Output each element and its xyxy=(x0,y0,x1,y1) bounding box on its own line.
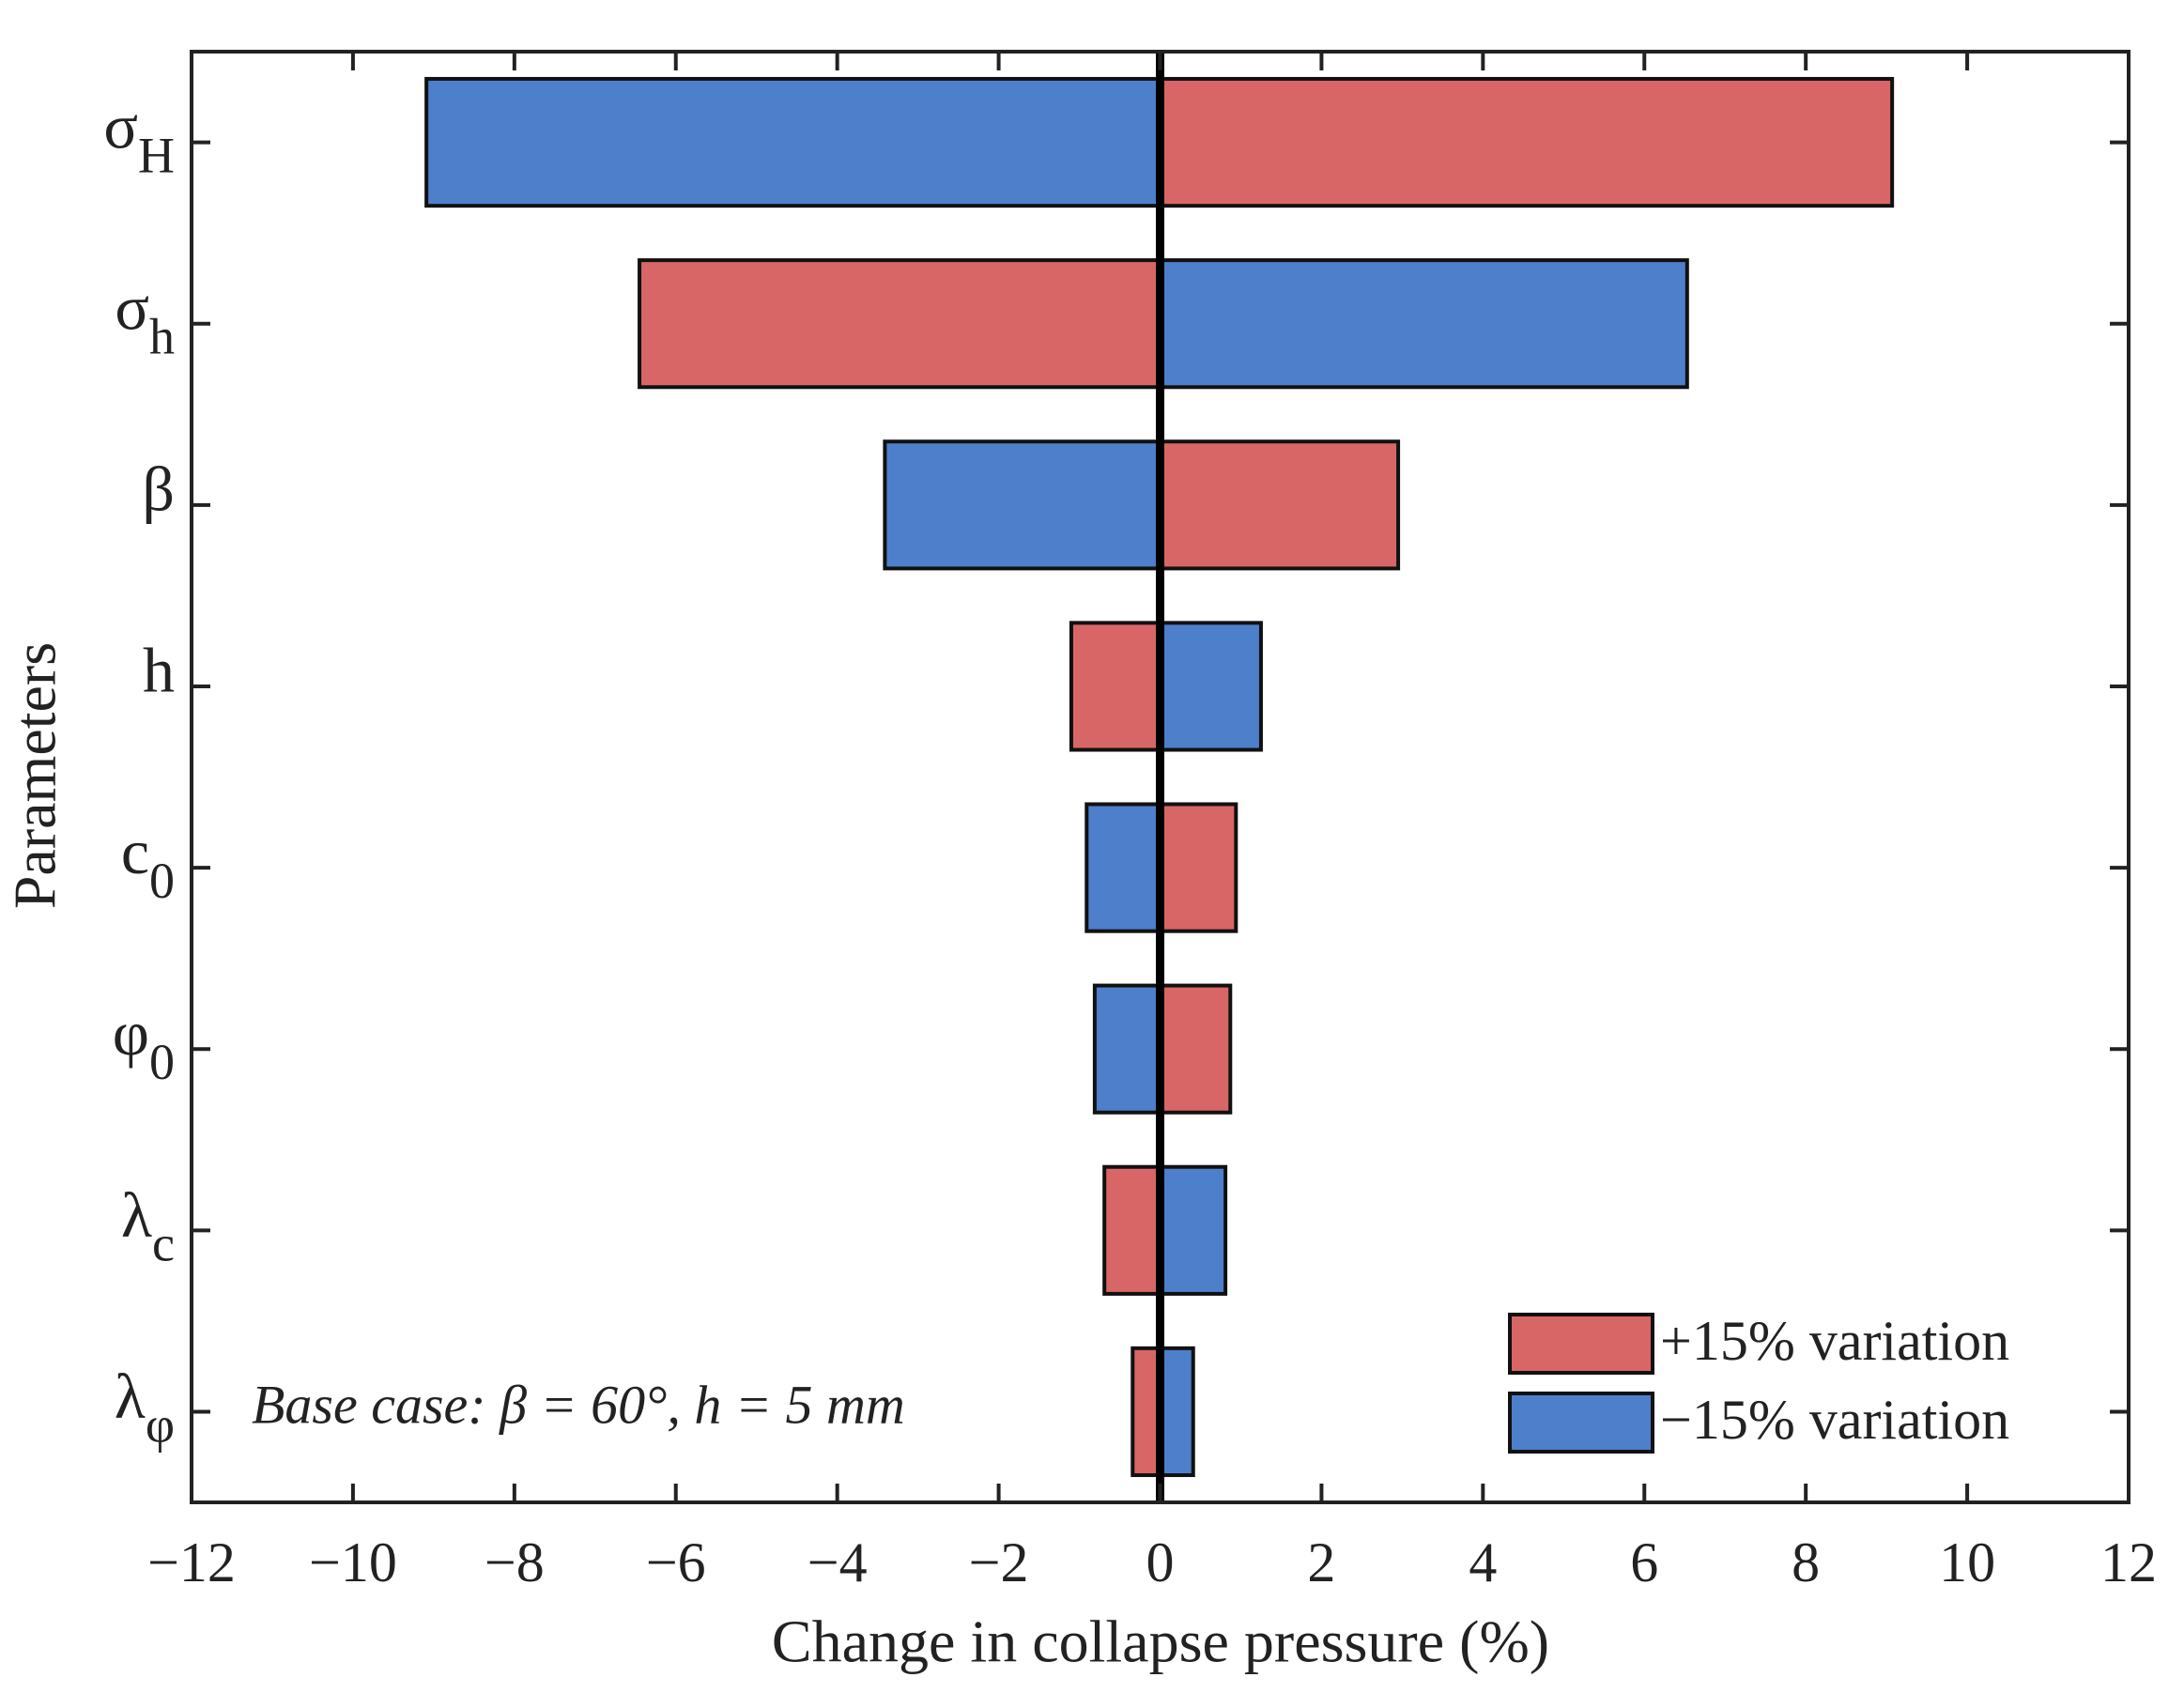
y-tick-label: φ0 xyxy=(113,997,175,1091)
y-tick-label: λφ xyxy=(115,1360,175,1454)
x-tick-label: 6 xyxy=(1630,1531,1658,1593)
y-tick-label: λc xyxy=(121,1178,175,1272)
bar xyxy=(1158,1164,1228,1296)
bar xyxy=(1102,1164,1162,1296)
subscript: H xyxy=(138,128,175,184)
subscript: h xyxy=(149,309,175,365)
x-tick-label: 12 xyxy=(2100,1531,2157,1593)
x-tick-label: −2 xyxy=(969,1531,1029,1593)
bar xyxy=(638,258,1162,390)
symbol: c xyxy=(121,816,149,887)
legend-swatch xyxy=(1508,1313,1654,1375)
subscript: 0 xyxy=(149,853,175,909)
x-tick-label: −10 xyxy=(309,1531,397,1593)
x-axis-label: Change in collapse pressure (%) xyxy=(772,1608,1549,1675)
subscript: φ xyxy=(146,1397,175,1454)
x-tick-label: −6 xyxy=(646,1531,706,1593)
subscript: 0 xyxy=(149,1035,175,1091)
bar xyxy=(1158,76,1895,208)
x-tick-label: 10 xyxy=(1939,1531,1995,1593)
bar xyxy=(1158,439,1401,571)
y-tick-label: c0 xyxy=(121,816,175,910)
y-tick-label: σh xyxy=(115,271,175,365)
bar xyxy=(1158,983,1233,1115)
x-tick-label: −12 xyxy=(147,1531,236,1593)
legend-label: +15% variation xyxy=(1660,1310,2009,1372)
annotation: Base case: β = 60°, h = 5 mm xyxy=(252,1374,905,1435)
y-tick-label: β xyxy=(142,453,175,524)
bar xyxy=(1158,621,1263,752)
x-tick-label: 2 xyxy=(1307,1531,1335,1593)
symbol: σ xyxy=(115,271,149,343)
x-tick-label: −8 xyxy=(485,1531,545,1593)
y-tick-label: σH xyxy=(103,90,175,184)
symbol: φ xyxy=(113,997,149,1069)
x-tick-label: 0 xyxy=(1146,1531,1175,1593)
symbol: λ xyxy=(115,1360,146,1431)
bar xyxy=(1158,802,1238,933)
bar xyxy=(1158,258,1689,390)
subscript: c xyxy=(152,1216,175,1272)
legend-label: −15% variation xyxy=(1660,1389,2009,1451)
bar xyxy=(1092,983,1162,1115)
bar xyxy=(1158,1346,1195,1478)
bar xyxy=(1131,1346,1162,1478)
y-axis-label: Parameters xyxy=(2,642,69,909)
symbol: λ xyxy=(121,1178,152,1250)
x-tick-label: 4 xyxy=(1469,1531,1497,1593)
bar xyxy=(883,439,1162,571)
x-tick-label: −4 xyxy=(808,1531,868,1593)
x-tick-label: 8 xyxy=(1792,1531,1820,1593)
legend-swatch xyxy=(1508,1392,1654,1454)
bar xyxy=(1069,621,1162,752)
bar xyxy=(1084,802,1162,933)
y-tick-label: h xyxy=(143,635,175,706)
symbol: σ xyxy=(103,90,138,162)
bar xyxy=(424,76,1162,208)
